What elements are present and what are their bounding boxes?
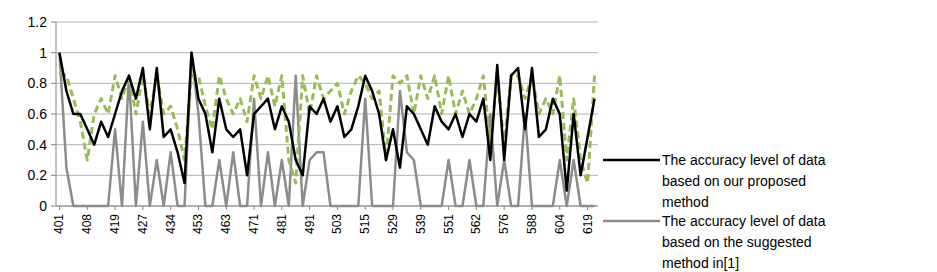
x-tick-label: 539: [414, 214, 428, 234]
x-tick: [448, 206, 449, 210]
y-tick-label: 0.4: [28, 137, 48, 153]
x-tick: [170, 206, 171, 210]
grid-line: [56, 52, 598, 53]
y-tick-label: 0.6: [28, 106, 48, 122]
x-tick: [504, 206, 505, 210]
x-tick-label: 515: [358, 214, 372, 234]
y-tick: [51, 52, 56, 53]
x-tick: [309, 206, 310, 210]
y-tick-label: 0.2: [28, 167, 48, 183]
x-tick-label: 481: [275, 214, 289, 234]
y-tick-label: 0.8: [28, 75, 48, 91]
y-tick: [51, 144, 56, 145]
legend-line: The accuracy level of data: [662, 152, 826, 168]
legend-swatch: [603, 159, 660, 162]
x-tick: [254, 206, 255, 210]
legend-label: The accuracy level of data based on our p…: [662, 152, 826, 210]
y-tick: [51, 83, 56, 84]
plot-area: [59, 53, 594, 206]
x-tick-label: 604: [553, 214, 567, 234]
y-tick-label: 0: [39, 198, 47, 214]
x-tick-label: 434: [164, 214, 178, 234]
legend-swatch: [603, 220, 660, 223]
x-tick-label: 463: [219, 214, 233, 234]
series-line: [59, 53, 594, 191]
y-tick: [51, 22, 56, 23]
y-tick-label: 1.2: [28, 14, 48, 30]
legend-line: method in[1]: [662, 255, 739, 271]
legend-line: based on the suggested: [662, 234, 811, 250]
x-tick: [198, 206, 199, 210]
x-tick-label: 551: [442, 214, 456, 234]
grid: [51, 22, 598, 206]
legend-line: based on our proposed: [662, 173, 806, 189]
legend: The accuracy level of data based on our p…: [603, 152, 826, 271]
x-tick-label: 503: [330, 214, 344, 234]
y-tick: [51, 206, 56, 207]
x-tick-label: 427: [136, 214, 150, 234]
x-tick-label: 401: [52, 214, 66, 234]
y-tick: [51, 175, 56, 176]
x-tick: [365, 206, 366, 210]
series-line: [59, 73, 594, 183]
x-tick-label: 529: [386, 214, 400, 234]
y-tick-label: 1: [39, 45, 47, 61]
legend-line: The accuracy level of data: [662, 213, 826, 229]
x-tick-label: 453: [191, 214, 205, 234]
grid-line: [56, 144, 598, 145]
y-axis: [56, 22, 57, 206]
chart: 0 0.2 0.4 0.6 0.8 1 1.2 401 408 419 427 434 453 463 47…: [0, 0, 937, 272]
y-tick: [51, 114, 56, 115]
x-tick-label: 408: [80, 214, 94, 234]
x-tick: [281, 206, 282, 210]
legend-line: method: [662, 194, 709, 210]
x-tick-label: 562: [469, 214, 483, 234]
x-tick: [559, 206, 560, 210]
x-tick-label: 471: [247, 214, 261, 234]
grid-line: [56, 22, 598, 23]
x-tick: [59, 206, 60, 210]
grid-line: [56, 83, 598, 84]
x-tick: [115, 206, 116, 210]
x-tick-label: 576: [497, 214, 511, 234]
series-line: [59, 53, 594, 206]
x-tick-label: 619: [581, 214, 595, 234]
legend-label: The accuracy level of data based on the s…: [662, 213, 826, 271]
x-tick: [142, 206, 143, 210]
x-tick-label: 419: [108, 214, 122, 234]
x-tick-label: 588: [525, 214, 539, 234]
x-tick-label: 491: [303, 214, 317, 234]
